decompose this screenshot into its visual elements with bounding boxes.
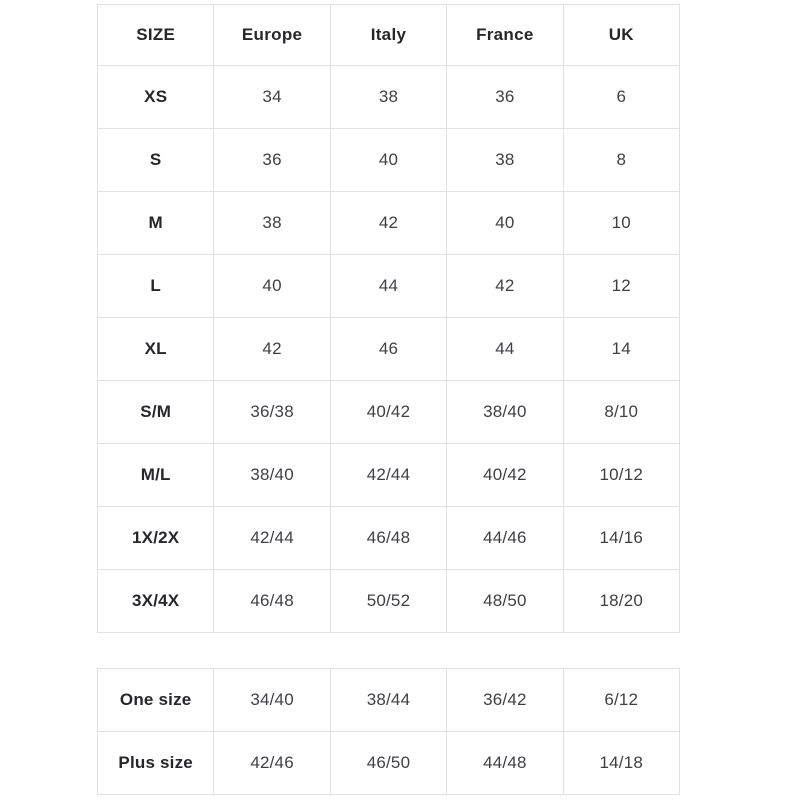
size-label-cell: L <box>96 254 215 318</box>
size-conversion-chart: SIZE Europe Italy France UK XS 34 38 36 6 S 36… <box>96 4 681 795</box>
size-value-cell: 6 <box>562 65 681 129</box>
size-value-cell: 48/50 <box>446 569 564 633</box>
size-value-cell: 10 <box>562 191 681 255</box>
special-sizes-body: One size 34/40 38/44 36/42 6/12 Plus size 42/4… <box>96 668 681 795</box>
table-row: M/L 38/40 42/44 40/42 10/12 <box>96 443 681 507</box>
table-row: 3X/4X 46/48 50/52 48/50 18/20 <box>96 569 681 633</box>
size-label-cell: M <box>96 191 215 255</box>
size-value-cell: 6/12 <box>562 668 681 732</box>
special-sizes-table: One size 34/40 38/44 36/42 6/12 Plus size 42/4… <box>96 668 681 795</box>
size-value-cell: 44 <box>446 317 564 381</box>
size-label-cell: 3X/4X <box>96 569 215 633</box>
size-value-cell: 38 <box>329 65 448 129</box>
size-value-cell: 40/42 <box>446 443 564 507</box>
table-row: M 38 42 40 10 <box>96 191 681 255</box>
size-value-cell: 40 <box>213 254 331 318</box>
table-row: S/M 36/38 40/42 38/40 8/10 <box>96 380 681 444</box>
size-label-cell: 1X/2X <box>96 506 215 570</box>
header-row: SIZE Europe Italy France UK <box>96 4 681 66</box>
size-value-cell: 50/52 <box>329 569 448 633</box>
size-value-cell: 38/44 <box>329 668 448 732</box>
size-value-cell: 46 <box>329 317 448 381</box>
size-value-cell: 14/18 <box>562 731 681 795</box>
size-value-cell: 44 <box>329 254 448 318</box>
column-header-italy: Italy <box>329 4 448 66</box>
size-value-cell: 42/46 <box>213 731 331 795</box>
size-value-cell: 42 <box>446 254 564 318</box>
size-value-cell: 46/48 <box>329 506 448 570</box>
size-value-cell: 44/48 <box>446 731 564 795</box>
size-value-cell: 36 <box>213 128 331 192</box>
size-value-cell: 44/46 <box>446 506 564 570</box>
column-header-france: France <box>446 4 564 66</box>
table-row: 1X/2X 42/44 46/48 44/46 14/16 <box>96 506 681 570</box>
table-row: S 36 40 38 8 <box>96 128 681 192</box>
size-value-cell: 36 <box>446 65 564 129</box>
size-label-cell: One size <box>96 668 215 732</box>
size-value-cell: 40/42 <box>329 380 448 444</box>
size-value-cell: 8/10 <box>562 380 681 444</box>
size-value-cell: 38/40 <box>446 380 564 444</box>
size-value-cell: 42/44 <box>213 506 331 570</box>
column-header-europe: Europe <box>213 4 331 66</box>
size-value-cell: 42 <box>213 317 331 381</box>
size-table-body: XS 34 38 36 6 S 36 40 38 8 M 38 42 40 10 L 40 44 42 12 XL 42 4… <box>96 65 681 633</box>
size-value-cell: 36/38 <box>213 380 331 444</box>
table-row: Plus size 42/46 46/50 44/48 14/18 <box>96 731 681 795</box>
size-label-cell: M/L <box>96 443 215 507</box>
size-value-cell: 42/44 <box>329 443 448 507</box>
size-value-cell: 38/40 <box>213 443 331 507</box>
size-value-cell: 46/50 <box>329 731 448 795</box>
size-value-cell: 8 <box>562 128 681 192</box>
table-row: XL 42 46 44 14 <box>96 317 681 381</box>
size-value-cell: 38 <box>446 128 564 192</box>
size-value-cell: 46/48 <box>213 569 331 633</box>
column-header-size: SIZE <box>96 4 215 66</box>
size-label-cell: XS <box>96 65 215 129</box>
size-label-cell: Plus size <box>96 731 215 795</box>
size-value-cell: 42 <box>329 191 448 255</box>
size-value-cell: 36/42 <box>446 668 564 732</box>
size-value-cell: 40 <box>329 128 448 192</box>
table-row: One size 34/40 38/44 36/42 6/12 <box>96 668 681 732</box>
size-value-cell: 40 <box>446 191 564 255</box>
size-value-cell: 38 <box>213 191 331 255</box>
size-value-cell: 14/16 <box>562 506 681 570</box>
size-value-cell: 14 <box>562 317 681 381</box>
size-value-cell: 34 <box>213 65 331 129</box>
table-row: XS 34 38 36 6 <box>96 65 681 129</box>
column-header-uk: UK <box>562 4 681 66</box>
size-value-cell: 18/20 <box>562 569 681 633</box>
size-value-cell: 12 <box>562 254 681 318</box>
size-value-cell: 34/40 <box>213 668 331 732</box>
size-table-header: SIZE Europe Italy France UK <box>96 4 681 66</box>
size-label-cell: XL <box>96 317 215 381</box>
size-conversion-table: SIZE Europe Italy France UK XS 34 38 36 6 S 36… <box>96 4 681 633</box>
size-value-cell: 10/12 <box>562 443 681 507</box>
size-label-cell: S <box>96 128 215 192</box>
size-label-cell: S/M <box>96 380 215 444</box>
table-row: L 40 44 42 12 <box>96 254 681 318</box>
